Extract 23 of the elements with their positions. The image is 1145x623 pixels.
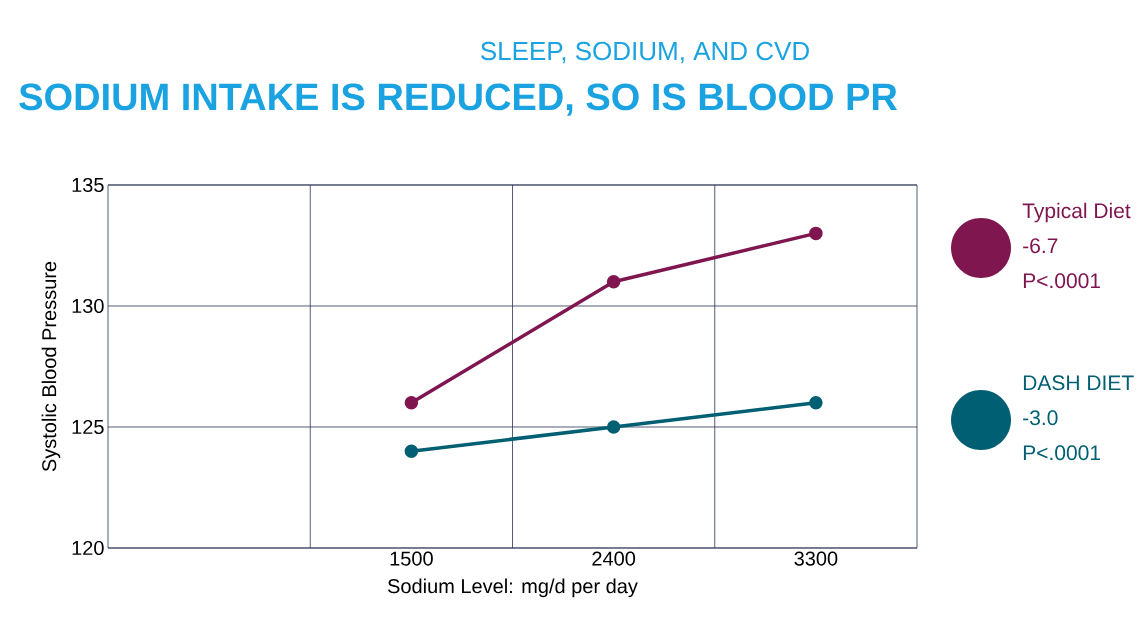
y-tick-label: 125	[72, 419, 104, 435]
y-tick-label: 130	[72, 298, 104, 314]
y-tick-label: 120	[72, 540, 104, 556]
point	[809, 396, 823, 410]
x-tick-label: 1500	[390, 551, 433, 566]
text: -3.0	[1023, 410, 1058, 426]
point	[606, 420, 621, 434]
text: P<.0001	[1023, 273, 1100, 289]
y-axis-title: Systolic Blood Pressure	[41, 261, 61, 472]
y-tick-label: 135	[72, 177, 104, 193]
chart-subtitle: SLEEP, SODIUM, AND CVD	[480, 41, 809, 64]
x-tick-label: 3300	[794, 551, 838, 566]
text: DASH DIET	[1023, 375, 1134, 391]
text: Typical Diet	[1022, 202, 1131, 223]
text: P<.0001	[1023, 445, 1100, 461]
point	[606, 275, 621, 289]
point	[809, 226, 823, 241]
text: -6.7	[1023, 238, 1058, 254]
x-tick-label: 2400	[592, 551, 636, 566]
point	[404, 444, 419, 458]
x-axis-title: Sodium Level: mg/d per day	[387, 578, 638, 598]
chart-title: SODIUM INTAKE IS REDUCED, SO IS BLOOD PR	[19, 83, 898, 116]
point	[404, 396, 419, 410]
